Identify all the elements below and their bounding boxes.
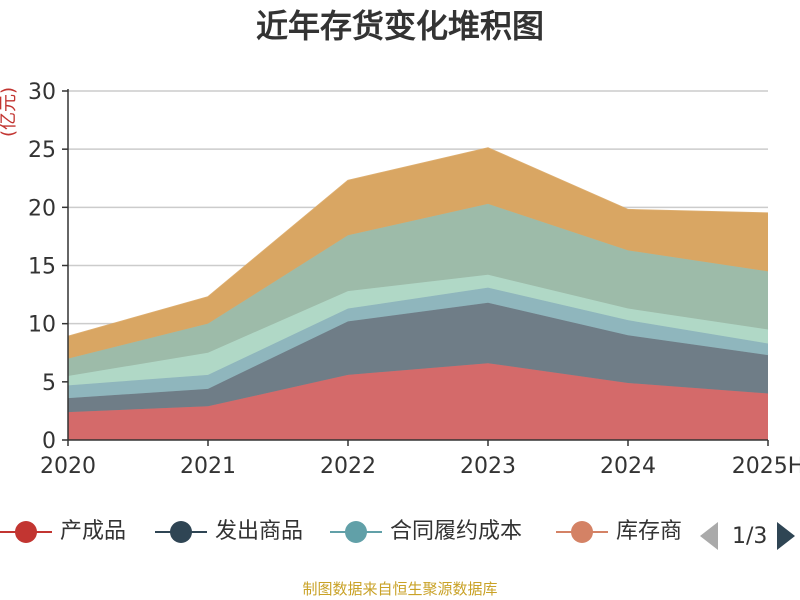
series-area-4 <box>68 203 768 377</box>
y-tick-label-4: 20 <box>28 196 56 221</box>
x-tick-label-0: 2020 <box>40 454 96 479</box>
y-tick-label-0: 0 <box>42 429 56 454</box>
y-tick-label-2: 10 <box>28 313 56 338</box>
legend-item-2[interactable]: 合同履约成本 <box>330 512 522 552</box>
x-tick-label-2: 2022 <box>320 454 376 479</box>
legend-label: 产成品 <box>60 519 127 544</box>
prev-page-icon[interactable] <box>700 522 718 550</box>
legend-marker-icon <box>330 512 382 552</box>
x-tick-label-5: 2025H <box>732 454 800 479</box>
legend-label: 合同履约成本 <box>390 519 523 544</box>
legend-item-3[interactable]: 库存商 <box>556 512 682 552</box>
series-area-1 <box>68 302 768 413</box>
y-tick-label-5: 25 <box>28 138 56 163</box>
y-tick-label-3: 15 <box>28 255 56 280</box>
y-tick-label-1: 5 <box>42 371 56 396</box>
legend: 产成品 发出商品 合同履约成本 库存商 <box>0 512 800 552</box>
legend-marker-icon <box>0 512 52 552</box>
series-area-0 <box>68 363 768 440</box>
legend-label: 发出商品 <box>215 519 304 544</box>
series-area-5 <box>68 148 768 359</box>
legend-marker-icon <box>155 512 207 552</box>
legend-pager: 1/3 <box>700 516 796 556</box>
data-source-note: 制图数据来自恒生聚源数据库 <box>302 580 498 598</box>
legend-marker-icon <box>556 512 608 552</box>
y-tick-label-6: 30 <box>28 80 56 105</box>
legend-label: 库存商 <box>616 519 683 544</box>
x-tick-label-3: 2023 <box>460 454 516 479</box>
next-page-icon[interactable] <box>777 522 796 550</box>
legend-item-1[interactable]: 发出商品 <box>155 512 303 552</box>
x-tick-label-1: 2021 <box>180 454 236 479</box>
series-area-2 <box>68 287 768 399</box>
x-tick-label-4: 2024 <box>600 454 656 479</box>
series-area-3 <box>68 274 768 386</box>
legend-item-0[interactable]: 产成品 <box>0 512 126 552</box>
y-axis-label: (亿元) <box>0 87 19 137</box>
chart-title: 近年存货变化堆积图 <box>255 7 544 45</box>
series-line-5 <box>67 147 769 338</box>
legend-page-indicator: 1/3 <box>732 523 768 549</box>
